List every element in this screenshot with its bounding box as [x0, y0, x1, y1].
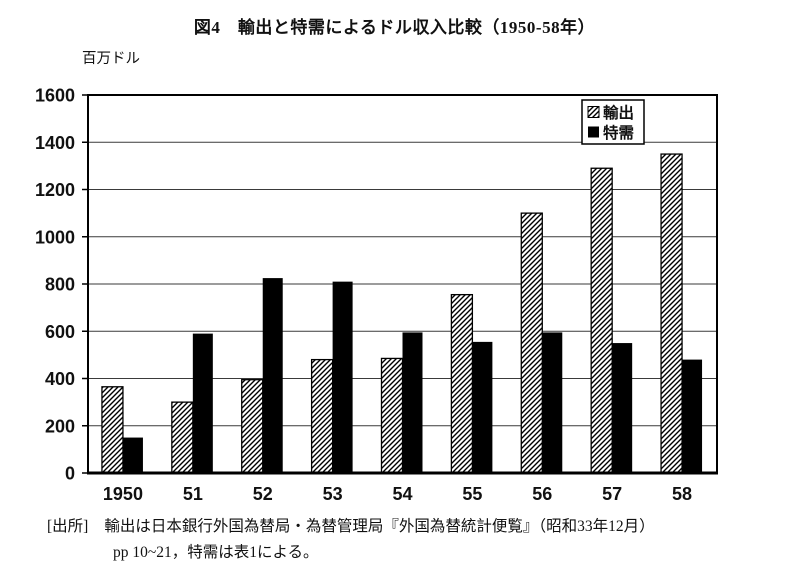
bar-export-56 [520, 212, 543, 474]
x-tick-label-52: 52 [253, 484, 273, 504]
source-line-1: [出所] 輸出は日本銀行外国為替局・為替管理局『外国為替統計便覧』（昭和33年12… [47, 514, 757, 540]
x-tick-label-58: 58 [672, 484, 692, 504]
bars [101, 153, 703, 474]
bar-export-52 [241, 379, 264, 474]
legend-export-label: 輸出 [603, 103, 634, 122]
y-axis: 0 200 400 600 800 1000 1200 1400 1600 [35, 86, 88, 484]
source-prefix: [出所] [47, 518, 89, 535]
bar-tokuju-1950 [122, 437, 143, 473]
bar-tokuju-57 [612, 343, 633, 473]
legend-export-swatch [587, 106, 600, 118]
bar-export-55 [450, 293, 474, 474]
bar-export-58 [660, 153, 683, 474]
y-tick-label-600: 600 [45, 322, 75, 342]
bar-export-54 [380, 357, 404, 474]
chart-title: 図4 輸出と特需によるドル収入比較（1950-58年） [193, 18, 596, 37]
bar-tokuju-56 [542, 332, 563, 473]
x-tick-label-51: 51 [183, 484, 203, 504]
bar-export-51 [171, 401, 194, 474]
y-tick-label-1000: 1000 [35, 227, 75, 247]
bar-tokuju-52 [262, 278, 283, 473]
bar-tokuju-54 [402, 332, 423, 473]
y-tick-label-1400: 1400 [35, 133, 75, 153]
bar-tokuju-55 [472, 341, 493, 473]
y-tick-label-400: 400 [45, 369, 75, 389]
bar-tokuju-53 [332, 281, 353, 473]
source-line-2: pp 10~21，特需は表1による。 [113, 544, 319, 561]
legend-tokuju-swatch [588, 126, 599, 138]
x-tick-label-57: 57 [602, 484, 622, 504]
y-axis-unit-label: 百万ドル [82, 51, 140, 67]
y-tick-label-1200: 1200 [35, 180, 75, 200]
y-tick-label-0: 0 [65, 464, 75, 484]
legend-tokuju-label: 特需 [603, 123, 634, 142]
source-text-1: 輸出は日本銀行外国為替局・為替管理局『外国為替統計便覧』（昭和33年12月） [104, 518, 655, 535]
x-tick-label-56: 56 [532, 484, 552, 504]
x-tick-label-55: 55 [462, 484, 482, 504]
x-axis-labels: 1950 51 52 53 54 55 56 57 58 [103, 484, 692, 504]
bar-tokuju-58 [682, 359, 703, 473]
y-tick-label-800: 800 [45, 275, 75, 295]
bar-export-53 [310, 358, 334, 474]
y-tick-label-200: 200 [45, 416, 75, 436]
x-tick-label-54: 54 [392, 484, 412, 504]
bar-export-57 [590, 167, 613, 474]
source-note: [出所] 輸出は日本銀行外国為替局・為替管理局『外国為替統計便覧』（昭和33年12… [47, 514, 757, 566]
bar-export-1950 [101, 386, 124, 474]
x-tick-label-53: 53 [323, 484, 343, 504]
bar-tokuju-51 [192, 333, 213, 473]
y-tick-label-1600: 1600 [35, 86, 75, 106]
x-tick-label-1950: 1950 [103, 484, 143, 504]
